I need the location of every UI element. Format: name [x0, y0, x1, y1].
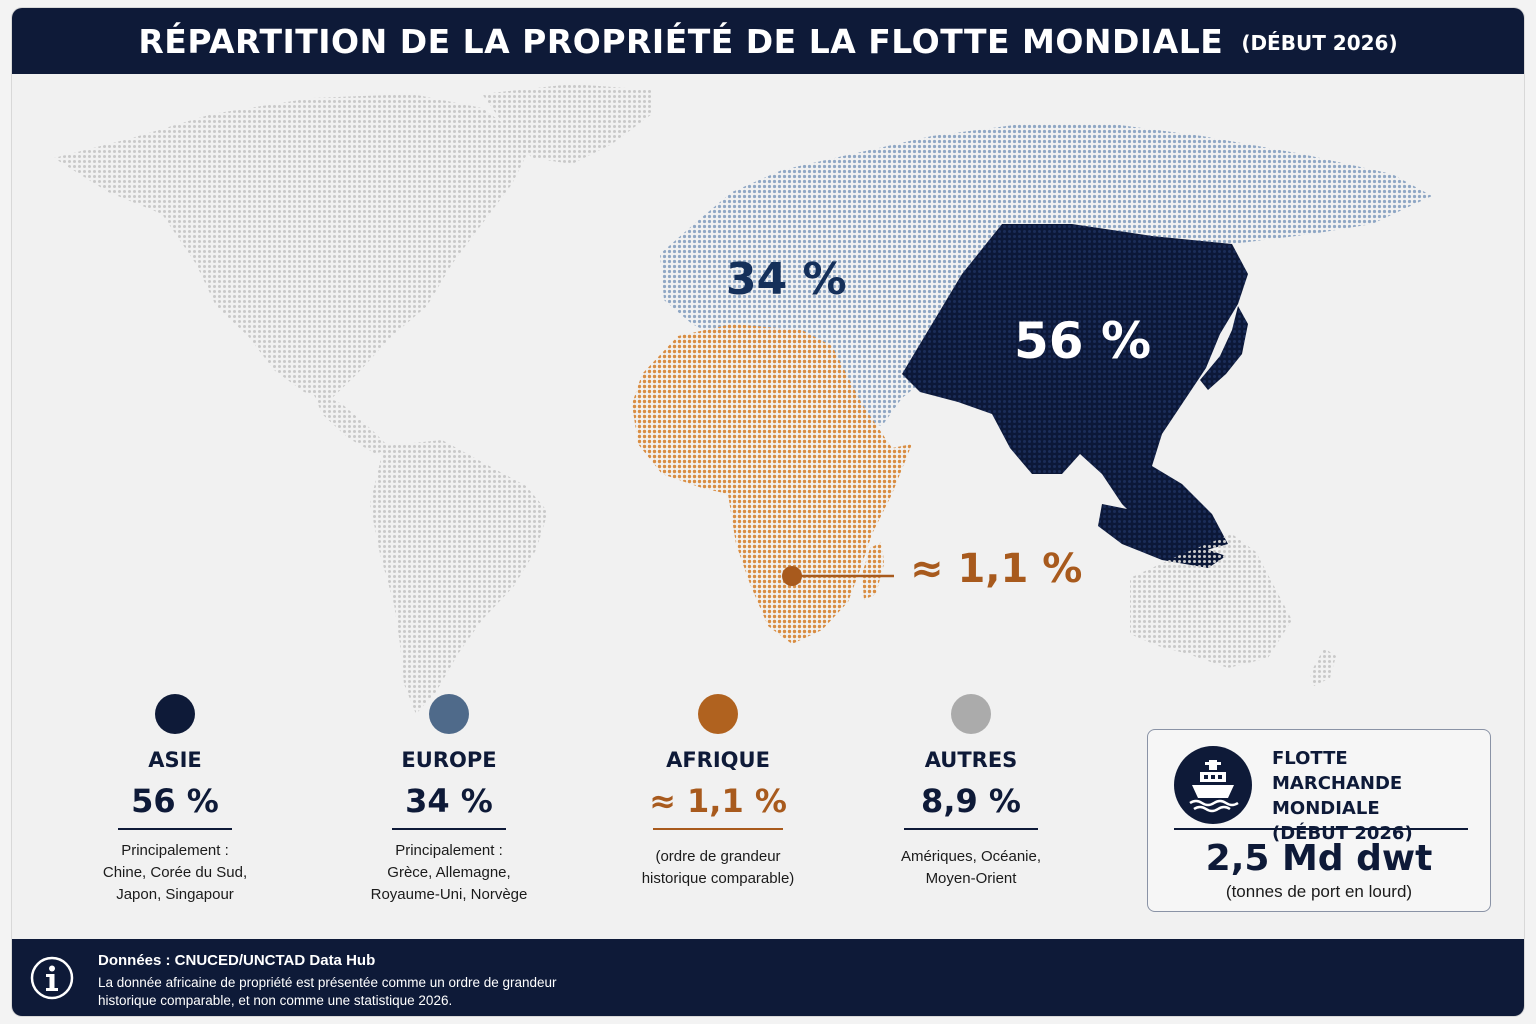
region-asia [902, 224, 1248, 554]
region-japan [1200, 306, 1248, 390]
legend-note-line: Amériques, Océanie, [900, 848, 1042, 865]
footer-source: Données : CNUCED/UNCTAD Data Hub [98, 952, 376, 969]
legend-rule-asia [118, 828, 232, 830]
fleet-value: 2,5 Md dwt [1205, 838, 1433, 879]
legend-note-africa: (ordre de grandeur historique comparable… [588, 846, 848, 890]
region-australia [1130, 534, 1292, 668]
footer-note: La donnée africaine de propriété est pré… [98, 974, 658, 1010]
legend-note-line: Grèce, Allemagne, [387, 864, 511, 881]
footer-bar: Données : CNUCED/UNCTAD Data Hub La donn… [12, 939, 1524, 1016]
page-subtitle: (DÉBUT 2026) [1241, 31, 1398, 55]
legend-africa: AFRIQUE ≈ 1,1 % (ordre de grandeur histo… [588, 694, 848, 890]
fleet-unit: (tonnes de port en lourd) [1225, 882, 1413, 901]
footer-note-line: historique comparable, et non comme une … [98, 993, 453, 1008]
legend-dot-africa [698, 694, 738, 734]
legend-name-europe: EUROPE [401, 748, 497, 772]
legend-value-others: 8,9 % [921, 782, 1021, 820]
legend-dot-asia [155, 694, 195, 734]
region-europe [660, 124, 1432, 426]
title-bar: RÉPARTITION DE LA PROPRIÉTÉ DE LA FLOTTE… [12, 8, 1524, 74]
ship-icon [1174, 746, 1252, 824]
fleet-title-line: MONDIALE [1272, 798, 1380, 819]
fleet-summary-card: FLOTTE MARCHANDE MONDIALE (DÉBUT 2026) 2… [1147, 729, 1491, 912]
legend-dot-europe [429, 694, 469, 734]
region-madagascar [862, 542, 884, 600]
fleet-title-line: FLOTTE MARCHANDE [1272, 748, 1403, 794]
legend-europe: EUROPE 34 % Principalement : Grèce, Alle… [319, 694, 579, 906]
legend-note-line: historique comparable) [641, 870, 795, 887]
legend-dot-others [951, 694, 991, 734]
page-title: RÉPARTITION DE LA PROPRIÉTÉ DE LA FLOTTE… [138, 21, 1224, 61]
legend-value-asia: 56 % [131, 782, 219, 820]
footer-note-line: La donnée africaine de propriété est pré… [98, 975, 557, 990]
legend-name-asia: ASIE [148, 748, 202, 772]
africa-pointer-dot [782, 566, 802, 586]
legend-name-others: AUTRES [924, 748, 1018, 772]
legend-asia: ASIE 56 % Principalement : Chine, Corée … [45, 694, 305, 906]
legend-note-line: Principalement : [395, 842, 503, 859]
legend-rule-africa [653, 828, 783, 830]
legend-note-line: Chine, Corée du Sud, [102, 864, 248, 881]
region-africa [632, 324, 912, 644]
legend-note-line: Royaume-Uni, Norvège [370, 886, 528, 903]
region-central-america [312, 390, 390, 454]
region-south-america [370, 440, 548, 714]
legend-note-asia: Principalement : Chine, Corée du Sud, Ja… [45, 840, 305, 906]
legend-note-line: Moyen-Orient [925, 870, 1017, 887]
info-icon [30, 956, 74, 1000]
legend-note-line: (ordre de grandeur [655, 848, 781, 865]
legend-others: AUTRES 8,9 % Amériques, Océanie, Moyen-O… [841, 694, 1101, 890]
legend-note-line: Principalement : [121, 842, 229, 859]
region-new-zealand [1310, 648, 1336, 686]
region-greenland [482, 84, 652, 164]
legend-note-europe: Principalement : Grèce, Allemagne, Royau… [319, 840, 579, 906]
legend-rule-others [904, 828, 1038, 830]
world-dot-map [54, 84, 1432, 714]
fleet-divider [1174, 828, 1468, 830]
map-label-asia: 56 % [1014, 312, 1152, 370]
legend-value-europe: 34 % [405, 782, 493, 820]
legend-name-africa: AFRIQUE [666, 748, 770, 772]
legend-rule-europe [392, 828, 506, 830]
fleet-title: FLOTTE MARCHANDE MONDIALE (DÉBUT 2026) [1272, 746, 1482, 846]
legend-value-africa: ≈ 1,1 % [649, 782, 787, 820]
region-north-america [54, 94, 532, 400]
map-label-europe: 34 % [726, 254, 847, 305]
legend-note-line: Japon, Singapour [116, 886, 234, 903]
legend-note-others: Amériques, Océanie, Moyen-Orient [841, 846, 1101, 890]
infographic-frame: RÉPARTITION DE LA PROPRIÉTÉ DE LA FLOTTE… [12, 8, 1524, 1016]
map-label-africa: ≈ 1,1 % [910, 546, 1083, 592]
